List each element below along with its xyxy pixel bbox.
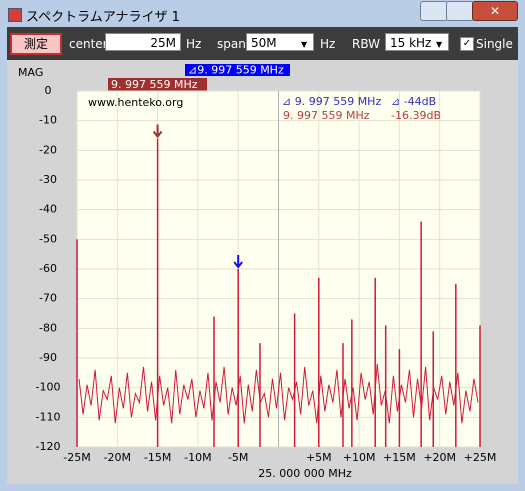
watermark: www.henteko.org — [88, 96, 183, 109]
y-tick-label: -30 — [39, 173, 57, 186]
single-label: Single — [476, 37, 513, 51]
x-tick-label: -15M — [144, 451, 171, 464]
y-tick-label: -70 — [39, 292, 57, 305]
span-label: span — [217, 37, 246, 51]
x-tick-label: +5M — [306, 451, 332, 464]
y-tick-label: -110 — [36, 410, 61, 423]
measure-button[interactable]: 測定 — [10, 33, 62, 55]
marker-arrow — [233, 255, 243, 269]
y-tick-label: -90 — [39, 351, 57, 364]
rbw-select[interactable]: 15 kHz — [385, 33, 449, 51]
x-tick-label: +10M — [343, 451, 376, 464]
noise-floor — [78, 363, 479, 424]
rbw-label: RBW — [352, 37, 381, 51]
center-label: center — [69, 37, 108, 51]
dropdown-arrow: ▼ — [301, 40, 308, 49]
span-select[interactable]: 50M — [246, 33, 314, 51]
marker-arrow — [152, 124, 163, 139]
single-checkbox[interactable]: ✓ — [460, 37, 474, 51]
window-title: スペクトラムアナライザ 1 — [26, 10, 180, 25]
x-tick-label: -10M — [184, 451, 211, 464]
y-tick-label: -50 — [39, 232, 57, 245]
y-tick-label: 0 — [45, 84, 52, 97]
y-tick-label: -80 — [39, 321, 57, 334]
dropdown-arrow: ▼ — [436, 40, 443, 49]
delta-marker-box — [185, 64, 290, 76]
delta-marker-text: ⊿9. 997 559 MHz — [188, 64, 284, 77]
y-tick-label: -10 — [39, 114, 57, 127]
app-icon — [8, 8, 22, 22]
marker-box — [108, 78, 207, 91]
y-tick-label: -60 — [39, 262, 57, 275]
center-frequency: 25. 000 000 MHz — [258, 467, 352, 480]
delta-freq: ⊿ 9. 997 559 MHz — [282, 95, 381, 108]
x-tick-label: -5M — [228, 451, 248, 464]
y-tick-label: -40 — [39, 203, 57, 216]
x-tick-label: +25M — [464, 451, 497, 464]
marker-freq: 9. 997 559 MHz — [283, 109, 370, 122]
marker-text: 9. 997 559 MHz — [111, 78, 198, 91]
close-button[interactable]: ✕ — [472, 1, 518, 21]
y-tick-label: -20 — [39, 143, 57, 156]
center-input[interactable]: 25M — [105, 33, 181, 51]
y-tick-label: -120 — [36, 440, 61, 453]
x-tick-label: +20M — [423, 451, 456, 464]
y-axis-label: MAG — [18, 66, 43, 79]
x-tick-label: +15M — [383, 451, 416, 464]
center-unit: Hz — [186, 37, 202, 51]
y-tick-label: -100 — [36, 381, 61, 394]
delta-level: ⊿ -44dB — [391, 95, 436, 108]
x-tick-label: -20M — [104, 451, 131, 464]
span-unit: Hz — [320, 37, 336, 51]
x-tick-label: -25M — [63, 451, 90, 464]
marker-level: -16.39dB — [391, 109, 441, 122]
